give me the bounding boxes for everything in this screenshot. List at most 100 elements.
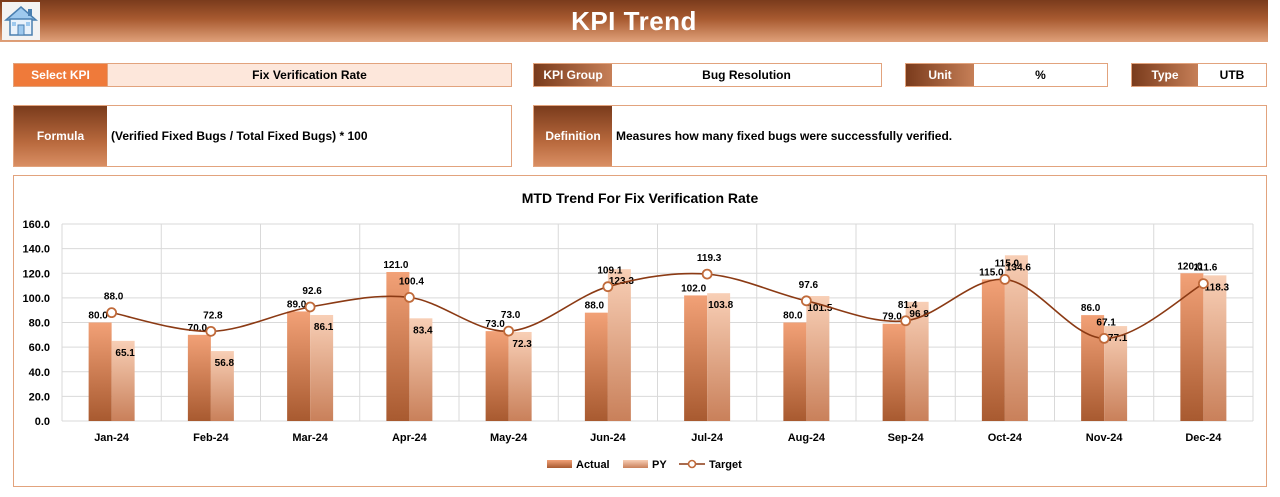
kpi-group-value: Bug Resolution xyxy=(702,68,791,82)
bar-py xyxy=(1203,275,1227,421)
formula-label: Formula xyxy=(14,106,107,166)
target-point xyxy=(304,301,316,313)
bar-actual xyxy=(187,334,211,421)
kpi-group-label: KPI Group xyxy=(534,64,612,86)
data-label-target: 81.4 xyxy=(898,300,918,311)
data-label-py: 123.3 xyxy=(609,276,634,287)
target-point xyxy=(205,325,217,337)
data-label-py: 65.1 xyxy=(115,348,135,359)
y-tick-label: 0.0 xyxy=(35,416,50,428)
bar-actual xyxy=(981,279,1005,421)
x-tick-label: Jan-24 xyxy=(94,432,130,444)
y-tick-label: 60.0 xyxy=(29,342,50,354)
target-point xyxy=(900,315,912,327)
data-label-py: 96.8 xyxy=(909,309,929,320)
data-label-target: 109.1 xyxy=(597,266,622,277)
bar-actual xyxy=(1081,315,1105,421)
data-label-py: 86.1 xyxy=(314,322,334,333)
data-label-target: 88.0 xyxy=(104,292,124,303)
x-tick-label: Mar-24 xyxy=(292,432,328,444)
data-label-actual: 121.0 xyxy=(383,260,408,271)
data-label-actual: 120.0 xyxy=(1177,261,1202,272)
bar-py xyxy=(111,340,135,421)
data-label-actual: 89.0 xyxy=(287,299,307,310)
definition-value: Measures how many fixed bugs were succes… xyxy=(616,129,953,143)
y-tick-label: 160.0 xyxy=(22,219,50,231)
kpi-group-field: KPI Group Bug Resolution xyxy=(533,63,882,87)
target-point xyxy=(503,325,515,337)
bar-actual xyxy=(584,312,608,421)
x-tick-label: Apr-24 xyxy=(392,432,428,444)
y-tick-label: 40.0 xyxy=(29,367,50,379)
y-tick-label: 140.0 xyxy=(22,244,50,256)
bar-py xyxy=(409,318,433,421)
definition-label: Definition xyxy=(534,106,612,166)
x-tick-label: Jul-24 xyxy=(691,432,724,444)
y-tick-label: 20.0 xyxy=(29,391,50,403)
data-label-actual: 70.0 xyxy=(188,323,208,334)
legend-swatch-py xyxy=(623,460,648,468)
formula-box: Formula (Verified Fixed Bugs / Total Fix… xyxy=(13,105,512,167)
y-tick-label: 120.0 xyxy=(22,268,50,280)
legend-swatch-actual xyxy=(547,460,572,468)
data-label-py: 83.4 xyxy=(413,325,433,336)
data-label-actual: 79.0 xyxy=(882,312,902,323)
bar-py xyxy=(905,301,929,421)
data-label-target: 67.1 xyxy=(1096,317,1116,328)
x-tick-label: Feb-24 xyxy=(193,432,229,444)
data-label-target: 92.6 xyxy=(302,286,322,297)
data-label-actual: 73.0 xyxy=(485,319,505,330)
bar-py xyxy=(806,296,830,421)
target-point xyxy=(1197,278,1209,289)
bar-py xyxy=(1004,255,1028,421)
data-label-py: 101.5 xyxy=(807,303,832,314)
unit-label: Unit xyxy=(906,64,974,86)
bar-py xyxy=(707,293,731,421)
data-label-actual: 80.0 xyxy=(88,311,108,322)
bar-py xyxy=(310,314,334,421)
bar-actual xyxy=(287,311,311,421)
target-line xyxy=(111,272,1204,340)
page-title: KPI Trend xyxy=(571,5,697,36)
home-icon[interactable] xyxy=(2,2,40,40)
data-label-actual: 86.0 xyxy=(1081,303,1101,314)
select-kpi-label: Select KPI xyxy=(14,64,107,86)
chart-title: MTD Trend For Fix Verification Rate xyxy=(521,190,759,206)
data-label-target: 115.0 xyxy=(995,258,1020,269)
bar-py xyxy=(508,331,532,421)
bar-py xyxy=(210,351,234,421)
target-point xyxy=(602,281,614,293)
data-label-actual: 115.0 xyxy=(979,267,1004,278)
bar-actual xyxy=(684,295,708,421)
target-point xyxy=(403,291,415,303)
x-tick-label: Dec-24 xyxy=(1185,432,1222,444)
data-label-actual: 88.0 xyxy=(585,301,605,312)
x-tick-label: Aug-24 xyxy=(788,432,826,444)
bar-actual xyxy=(485,331,509,421)
bar-actual xyxy=(386,272,410,421)
data-label-py: 118.3 xyxy=(1205,282,1230,293)
data-label-actual: 102.0 xyxy=(681,283,706,294)
bar-py xyxy=(607,269,631,421)
target-point xyxy=(800,295,812,307)
unit-value: % xyxy=(1035,68,1046,82)
bar-actual xyxy=(882,323,906,421)
target-point xyxy=(106,307,118,319)
bar-actual xyxy=(783,322,807,421)
select-kpi-dropdown[interactable]: Fix Verification Rate xyxy=(107,64,511,86)
bar-actual xyxy=(88,322,112,421)
target-point xyxy=(1098,332,1110,344)
x-tick-label: Sep-24 xyxy=(888,432,925,444)
target-point xyxy=(701,268,713,280)
data-label-py: 77.1 xyxy=(1108,333,1128,344)
y-tick-label: 80.0 xyxy=(29,318,50,330)
data-label-py: 103.8 xyxy=(708,300,733,311)
legend-label-target: Target xyxy=(709,459,742,471)
bar-py xyxy=(1104,326,1128,421)
y-tick-label: 100.0 xyxy=(22,293,50,305)
data-label-target: 119.3 xyxy=(697,253,722,264)
type-value: UTB xyxy=(1219,68,1245,82)
definition-box: Definition Measures how many fixed bugs … xyxy=(533,105,1267,167)
x-tick-label: Oct-24 xyxy=(988,432,1023,444)
